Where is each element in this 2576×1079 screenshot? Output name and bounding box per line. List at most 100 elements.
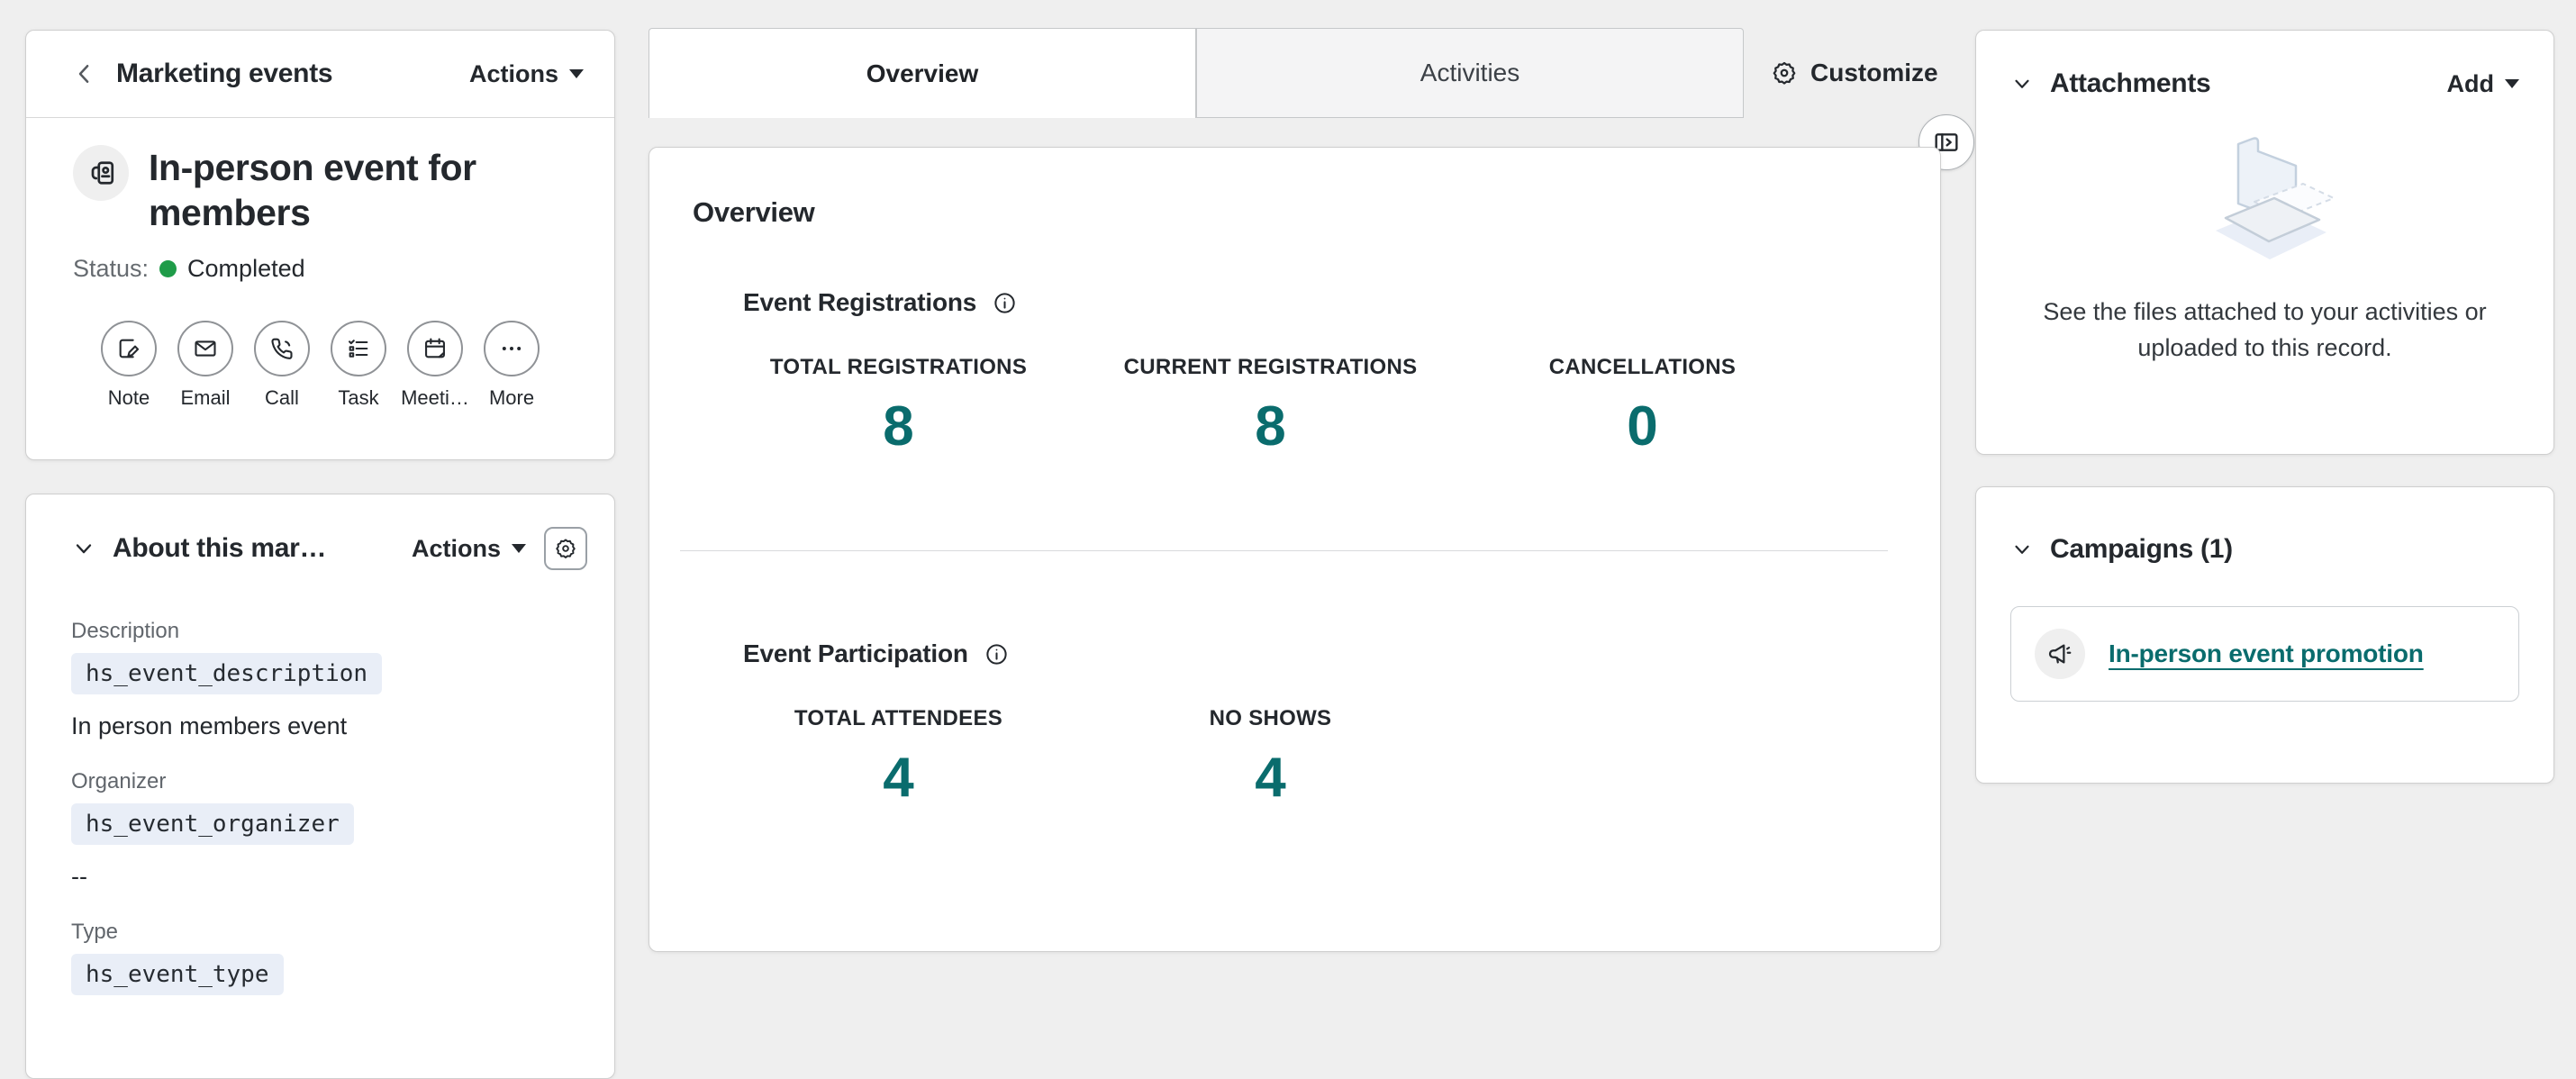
- stat-total-registrations: TOTAL REGISTRATIONS 8: [712, 355, 1084, 458]
- call-icon: [269, 336, 295, 361]
- gear-icon: [1771, 59, 1798, 86]
- chevron-down-icon[interactable]: [71, 536, 96, 561]
- about-card-title: About this mar…: [113, 533, 327, 563]
- customize-label: Customize: [1810, 59, 1938, 86]
- field-value[interactable]: In person members event: [71, 712, 348, 739]
- gear-icon: [554, 537, 577, 560]
- property-pill: hs_event_type: [71, 954, 284, 995]
- expand-panel-icon: [1932, 128, 1961, 157]
- about-settings-button[interactable]: [544, 527, 587, 570]
- stat-total-attendees: TOTAL ATTENDEES 4: [712, 706, 1084, 810]
- breadcrumb-title: Marketing events: [116, 59, 333, 88]
- quick-action-more: More: [479, 321, 544, 410]
- record-actions-dropdown[interactable]: Actions: [469, 60, 584, 88]
- stat-label: TOTAL ATTENDEES: [794, 706, 1003, 730]
- more-icon: [499, 336, 524, 361]
- field-label: Organizer: [71, 769, 167, 793]
- customize-button[interactable]: Customize: [1771, 28, 1938, 118]
- info-icon[interactable]: [993, 291, 1017, 315]
- attachments-title: Attachments: [2050, 68, 2211, 98]
- quick-actions: Note Email Call Task: [59, 321, 582, 410]
- megaphone-icon: [2035, 629, 2085, 679]
- field-organizer: Organizer hs_event_organizer --: [71, 769, 582, 891]
- caret-down-icon: [2505, 79, 2519, 88]
- field-description: Description hs_event_description In pers…: [71, 619, 582, 740]
- record-tabs: Overview Activities: [649, 28, 1744, 118]
- property-pill: hs_event_description: [71, 653, 383, 694]
- quick-action-meeting: Meeti…: [401, 321, 469, 410]
- quick-action-email: Email: [173, 321, 238, 410]
- stat-value: 4: [1255, 747, 1286, 809]
- campaigns-card: Campaigns (1) In-person event promotion: [1975, 486, 2554, 784]
- stat-value: 4: [883, 747, 914, 809]
- field-type: Type hs_event_type: [71, 920, 582, 995]
- about-card: About this mar… Actions Description hs_e…: [25, 494, 615, 1079]
- more-button[interactable]: [484, 321, 540, 376]
- status-label: Status:: [73, 255, 150, 282]
- add-label: Add: [2446, 69, 2494, 97]
- record-actions-label: Actions: [468, 59, 558, 87]
- task-icon: [346, 336, 371, 361]
- tab-activities[interactable]: Activities: [1196, 28, 1744, 118]
- quick-action-call: Call: [249, 321, 314, 410]
- overview-card-title: Overview: [693, 196, 815, 228]
- stat-value: 0: [1627, 395, 1658, 458]
- stat-value: 8: [1255, 395, 1286, 458]
- campaign-item: In-person event promotion: [2010, 606, 2519, 702]
- chevron-down-icon[interactable]: [2010, 72, 2034, 95]
- stat-no-shows: NO SHOWS 4: [1084, 706, 1456, 810]
- section-title: Event Registrations: [743, 288, 977, 316]
- quick-action-task: Task: [326, 321, 391, 410]
- record-card-header: Marketing events Actions: [26, 31, 614, 118]
- note-icon: [116, 336, 141, 361]
- task-button[interactable]: [331, 321, 386, 376]
- quick-action-label: Note: [107, 386, 150, 409]
- quick-action-label: Task: [338, 386, 379, 409]
- marketing-event-badge-icon: [73, 145, 129, 201]
- stat-label: CURRENT REGISTRATIONS: [1123, 355, 1418, 379]
- stat-cancellations: CANCELLATIONS 0: [1456, 355, 1828, 458]
- campaign-link[interactable]: In-person event promotion: [2109, 639, 2424, 667]
- stat-label: TOTAL REGISTRATIONS: [769, 355, 1028, 379]
- field-label: Type: [71, 920, 119, 944]
- section-divider: [680, 550, 1888, 551]
- quick-action-label: Call: [265, 386, 299, 409]
- field-label: Description: [71, 619, 180, 643]
- stat-label: NO SHOWS: [1209, 706, 1332, 730]
- info-icon[interactable]: [984, 642, 1009, 666]
- record-card-body: In-person event for members Status: Comp…: [26, 118, 614, 410]
- back-icon[interactable]: [71, 60, 98, 87]
- record-card: Marketing events Actions In-person event…: [25, 30, 615, 460]
- laptop-illustration: [2215, 137, 2335, 259]
- stat-label: CANCELLATIONS: [1548, 355, 1737, 379]
- quick-action-label: Email: [180, 386, 231, 409]
- status-dot: [159, 260, 177, 277]
- attachments-add-dropdown[interactable]: Add: [2447, 70, 2519, 98]
- record-title: In-person event for members: [149, 147, 476, 233]
- status-value: Completed: [187, 255, 305, 282]
- section-title: Event Participation: [743, 639, 968, 667]
- property-pill: hs_event_organizer: [71, 803, 354, 845]
- stat-value: 8: [883, 395, 914, 458]
- about-actions-dropdown[interactable]: Actions: [412, 535, 526, 563]
- stat-current-registrations: CURRENT REGISTRATIONS 8: [1084, 355, 1456, 458]
- tab-overview[interactable]: Overview: [649, 28, 1196, 118]
- caret-down-icon: [569, 69, 584, 78]
- call-button[interactable]: [254, 321, 310, 376]
- quick-action-note: Note: [96, 321, 161, 410]
- event-registrations-section: Event Registrations TOTAL REGISTRATIONS …: [649, 288, 1940, 458]
- caret-down-icon: [512, 544, 526, 553]
- email-icon: [193, 336, 218, 361]
- event-participation-section: Event Participation TOTAL ATTENDEES 4 NO…: [649, 639, 1940, 810]
- about-actions-label: Actions: [411, 534, 501, 562]
- note-button[interactable]: [101, 321, 157, 376]
- attachments-empty-text: See the files attached to your activitie…: [2043, 298, 2487, 361]
- meeting-button[interactable]: [407, 321, 463, 376]
- field-value[interactable]: --: [71, 863, 87, 890]
- overview-card: Overview Event Registrations TOTAL REGIS…: [649, 147, 1941, 952]
- quick-action-label: More: [488, 386, 535, 409]
- email-button[interactable]: [177, 321, 233, 376]
- attachments-card: Attachments Add See the files attached t…: [1975, 30, 2554, 455]
- chevron-down-icon[interactable]: [2010, 538, 2034, 561]
- quick-action-label: Meeti…: [401, 386, 469, 409]
